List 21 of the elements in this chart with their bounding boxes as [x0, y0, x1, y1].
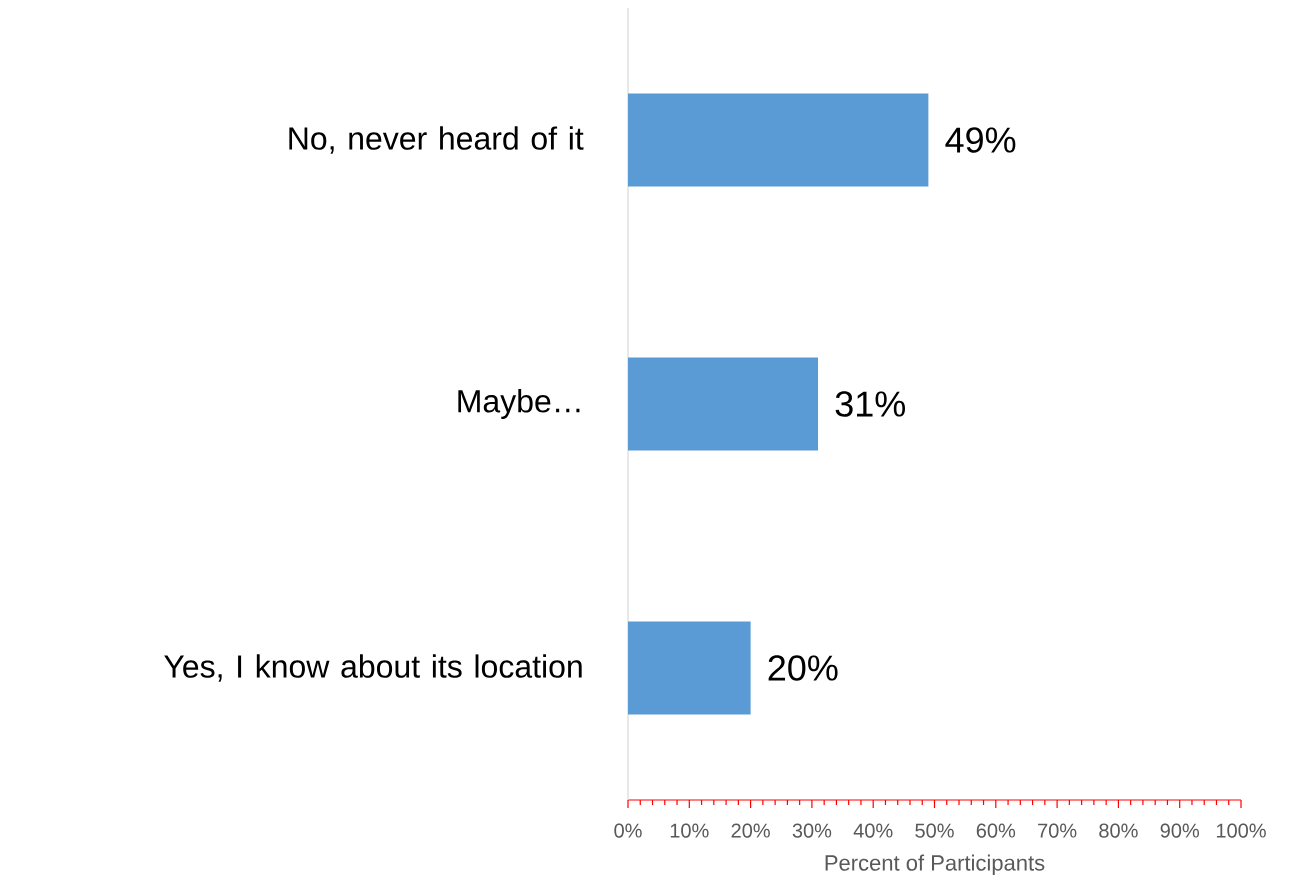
x-axis-title: Percent of Participants: [825, 854, 1045, 876]
x-tick-label: 0%: [614, 823, 642, 838]
bar: [628, 93, 929, 187]
x-tick-label: 40%: [853, 823, 893, 838]
y-tick-label: Yes, I know about its location: [164, 654, 582, 682]
x-tick-label: 20%: [731, 823, 770, 838]
data-label: 49%: [945, 127, 1016, 153]
x-tick-label: 30%: [792, 823, 832, 838]
data-label: 31%: [835, 391, 905, 417]
data-label: 20%: [768, 655, 838, 681]
x-tick-label: 70%: [1038, 823, 1077, 838]
x-tick-label: 60%: [976, 823, 1016, 838]
y-tick-label: Maybe…: [458, 389, 580, 419]
x-tick-label: 80%: [1099, 823, 1138, 838]
y-tick-label: No, never heard of it: [289, 126, 584, 154]
bar: [628, 357, 819, 451]
x-tick-label: 10%: [670, 823, 709, 838]
x-tick-label: 90%: [1160, 823, 1200, 838]
x-tick-label: 50%: [915, 823, 954, 838]
x-tick-label: 100%: [1216, 823, 1266, 838]
bar: [628, 621, 751, 715]
